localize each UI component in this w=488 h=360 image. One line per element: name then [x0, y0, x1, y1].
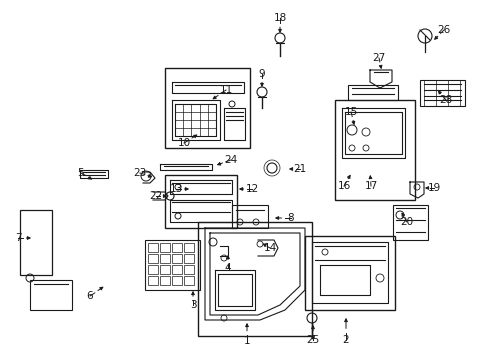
Text: 1: 1 [243, 336, 250, 346]
Text: 23: 23 [133, 168, 146, 178]
Text: 14: 14 [263, 243, 276, 253]
Text: 7: 7 [15, 233, 21, 243]
Text: 11: 11 [219, 85, 232, 95]
Text: 19: 19 [427, 183, 440, 193]
Bar [183, 254, 194, 263]
Bar [392, 205, 427, 240]
Text: 12: 12 [245, 184, 258, 194]
Bar [160, 276, 170, 285]
Text: 20: 20 [400, 217, 413, 227]
Text: 16: 16 [337, 181, 350, 191]
Bar [305, 236, 394, 310]
Bar [172, 243, 182, 252]
Bar [148, 254, 158, 263]
Bar [347, 85, 397, 100]
Bar [148, 243, 158, 252]
Bar [30, 280, 72, 310]
Bar [172, 254, 182, 263]
Text: 8: 8 [287, 213, 294, 223]
Text: 13: 13 [169, 184, 182, 194]
Bar [160, 254, 170, 263]
Bar [164, 68, 249, 148]
Text: 18: 18 [273, 13, 286, 23]
Text: 6: 6 [86, 291, 93, 301]
Text: 27: 27 [372, 53, 385, 63]
Bar [172, 265, 182, 274]
Bar [160, 243, 170, 252]
Bar [145, 240, 200, 290]
Text: 24: 24 [224, 155, 237, 165]
Text: 5: 5 [78, 168, 84, 178]
Bar [198, 222, 311, 336]
Bar [183, 265, 194, 274]
Bar [160, 265, 170, 274]
Bar [183, 243, 194, 252]
Text: 15: 15 [344, 107, 357, 117]
Text: 2: 2 [342, 335, 348, 345]
Text: 25: 25 [306, 335, 319, 345]
Text: 28: 28 [439, 95, 452, 105]
Text: 17: 17 [364, 181, 377, 191]
Bar [148, 276, 158, 285]
Text: 3: 3 [189, 300, 196, 310]
Bar [20, 210, 52, 275]
Bar [231, 205, 267, 228]
Bar [334, 100, 414, 200]
Text: 26: 26 [436, 25, 450, 35]
Text: 22: 22 [149, 191, 163, 201]
Text: 4: 4 [224, 263, 231, 273]
Bar [183, 276, 194, 285]
Text: 10: 10 [177, 138, 190, 148]
Bar [148, 265, 158, 274]
Text: 21: 21 [293, 164, 306, 174]
Bar [419, 80, 464, 106]
Bar [164, 175, 237, 228]
Text: 9: 9 [258, 69, 265, 79]
Bar [172, 276, 182, 285]
